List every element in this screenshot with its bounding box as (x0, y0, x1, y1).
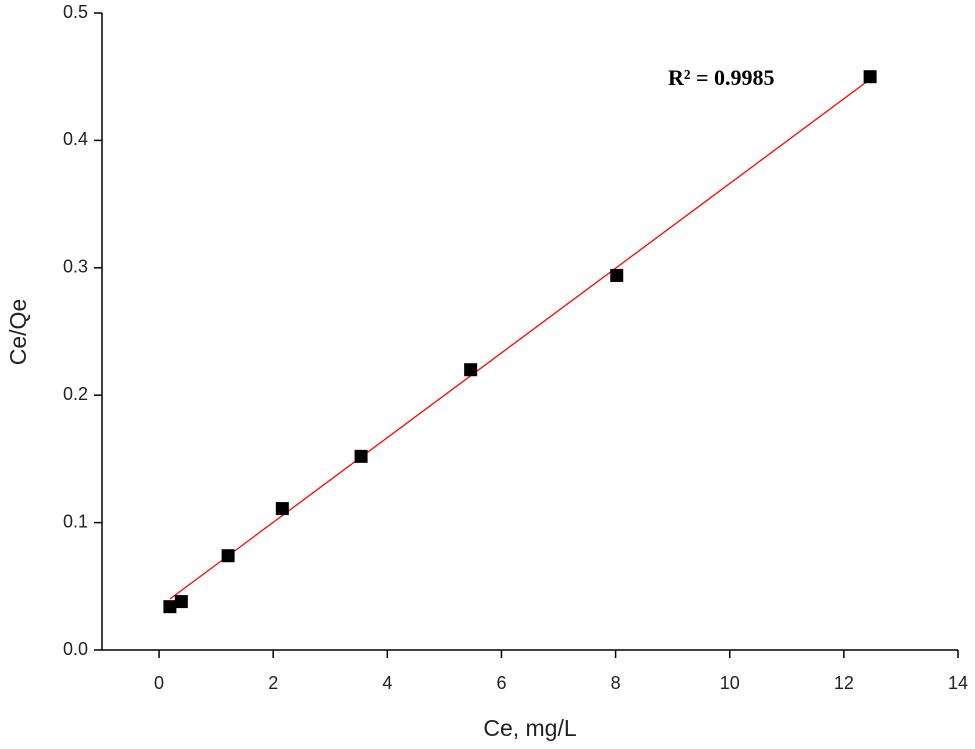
y-tick-label: 0.1 (63, 511, 88, 531)
point (354, 449, 368, 463)
x-tick-label: 4 (382, 673, 392, 693)
y-tick-label: 0.3 (63, 257, 88, 277)
x-tick-label: 6 (496, 673, 506, 693)
y-tick-label: 0.5 (63, 2, 88, 22)
x-tick-label: 8 (611, 673, 621, 693)
point (275, 502, 289, 516)
point (221, 549, 235, 563)
point (163, 600, 177, 614)
x-tick-label: 10 (720, 673, 740, 693)
annotation: R² = 0.9985 (668, 65, 775, 90)
point (863, 70, 877, 84)
x-tick-label: 12 (834, 673, 854, 693)
x-tick-label: 2 (268, 673, 278, 693)
y-axis-title: Ce/Qe (5, 299, 31, 365)
y-tick-label: 0.4 (63, 129, 88, 149)
point (610, 268, 624, 282)
x-axis-title: Ce, mg/L (483, 715, 577, 741)
x-tick-label: 14 (948, 673, 968, 693)
y-tick-label: 0.2 (63, 384, 88, 404)
point (464, 363, 478, 377)
point (174, 595, 188, 609)
fit-line (169, 78, 871, 600)
x-tick-label: 0 (154, 673, 164, 693)
y-tick-label: 0.0 (63, 639, 88, 659)
